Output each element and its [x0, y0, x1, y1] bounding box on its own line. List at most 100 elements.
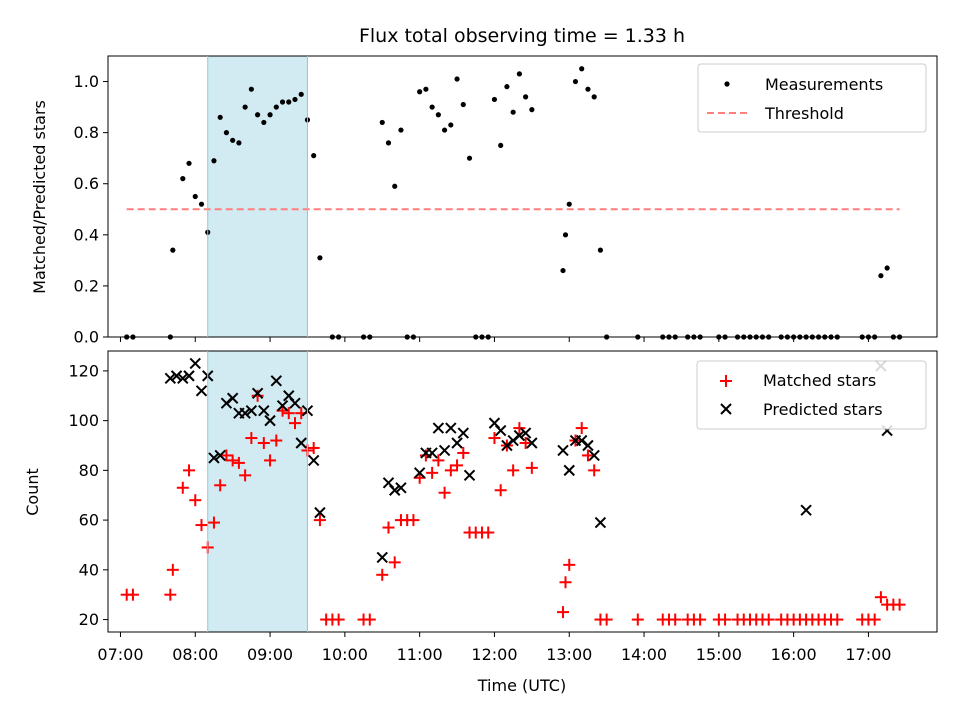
matched-star-point [176, 481, 189, 494]
matched-star-point [457, 446, 470, 459]
matched-star-point [874, 591, 887, 604]
top-ytick-label: 0.8 [74, 123, 99, 142]
matched-star-point [600, 613, 613, 626]
measurement-point [454, 76, 460, 82]
measurement-point [585, 86, 591, 92]
predicted-star-point [463, 469, 476, 482]
matched-star-point [831, 613, 844, 626]
measurement-point [560, 267, 566, 274]
top-ytick-label: 0.2 [74, 276, 99, 295]
measurement-point [254, 112, 261, 118]
predicted-star-point [389, 484, 401, 496]
measurement-point [279, 99, 286, 105]
matched-star-point [444, 464, 457, 477]
measurement-point [460, 101, 466, 108]
bottom-ytick-label: 20 [79, 610, 99, 629]
measurement-point [180, 176, 186, 182]
matched-star-point [762, 613, 775, 626]
xtick-label: 17:00 [845, 645, 891, 664]
xtick-label: 13:00 [546, 645, 592, 664]
matched-star-point [183, 464, 196, 477]
measurement-point [273, 104, 279, 110]
matched-star-point [164, 588, 177, 601]
top-ytick-label: 0.0 [74, 328, 99, 347]
measurement-point [510, 109, 516, 115]
measurement-point [242, 104, 248, 110]
measurement-point [385, 140, 392, 146]
matched-star-point [563, 558, 576, 571]
xtick-label: 12:00 [471, 645, 517, 664]
matched-star-point [226, 454, 239, 467]
predicted-star-point [314, 506, 326, 519]
measurement-point [884, 265, 890, 271]
predicted-star-point [177, 372, 189, 385]
measurement-point [317, 255, 323, 261]
xtick-label: 08:00 [172, 645, 218, 664]
xtick-label: 11:00 [397, 645, 443, 664]
matched-star-point [557, 606, 570, 619]
predicted-star-point [307, 454, 320, 467]
predicted-star-point [183, 370, 195, 382]
measurement-point [292, 96, 298, 103]
matched-star-point [126, 588, 139, 601]
top-y-axis-label: Matched/Predicted stars [30, 100, 49, 294]
predicted-star-point [582, 439, 594, 452]
predicted-star-point [189, 357, 201, 370]
predicted-star-point [432, 422, 445, 434]
predicted-star-point [563, 464, 575, 477]
predicted-star-point [426, 447, 438, 459]
matched-star-point [388, 556, 401, 569]
measurement-point [562, 232, 569, 238]
measurement-point [286, 99, 292, 105]
matched-star-point [407, 514, 420, 527]
matched-star-point [214, 479, 227, 492]
bottom-panel: 20 40 60 80 100 120 07:00 08:00 09:00 10:00 11:00… [23, 350, 938, 695]
top-plot-frame [107, 55, 938, 338]
measurement-point [261, 119, 267, 126]
matched-star-point [581, 449, 594, 462]
measurement-point [248, 86, 254, 92]
predicted-star-point [251, 387, 264, 399]
measurement-point [423, 86, 429, 92]
predicted-star-point [594, 516, 607, 529]
predicted-star-point [451, 437, 463, 449]
predicted-star-point [376, 551, 388, 564]
bottom-plot-frame [107, 350, 938, 633]
measurement-point [579, 66, 585, 72]
bottom-ytick-label: 40 [79, 560, 99, 579]
matched-star-point [239, 469, 252, 482]
measurement-point [591, 94, 597, 100]
measurement-point [566, 201, 572, 207]
xtick-label: 10:00 [322, 645, 368, 664]
legend-threshold-label: Threshold [764, 104, 844, 123]
matched-star-point [264, 454, 277, 467]
measurement-point [498, 142, 504, 149]
matched-star-point [189, 494, 202, 507]
matched-star-point [719, 613, 732, 626]
matched-star-point [207, 516, 220, 529]
predicted-star-point [214, 449, 226, 462]
measurement-point [878, 273, 884, 279]
matched-star-point [893, 598, 906, 611]
predicted-star-point [800, 504, 812, 516]
predicted-star-point [457, 427, 469, 439]
measurement-point [170, 247, 176, 253]
matched-star-point [669, 613, 682, 626]
matched-star-point [451, 459, 464, 472]
matched-star-point [694, 613, 707, 626]
legend-predicted-marker [720, 403, 732, 415]
predicted-star-point [526, 437, 538, 449]
bottom-y-axis-label: Count [23, 468, 42, 516]
measurement-point [198, 201, 205, 207]
predicted-star-point [557, 444, 569, 457]
predicted-star-point [438, 444, 451, 457]
matched-star-point [257, 437, 270, 450]
matched-star-point [519, 437, 532, 450]
predicted-star-point [226, 392, 239, 404]
matched-star-point [513, 422, 526, 435]
matched-star-point [270, 434, 283, 447]
matched-star-point [525, 461, 538, 474]
xtick-label: 07:00 [97, 645, 143, 664]
matched-star-point [631, 613, 644, 626]
